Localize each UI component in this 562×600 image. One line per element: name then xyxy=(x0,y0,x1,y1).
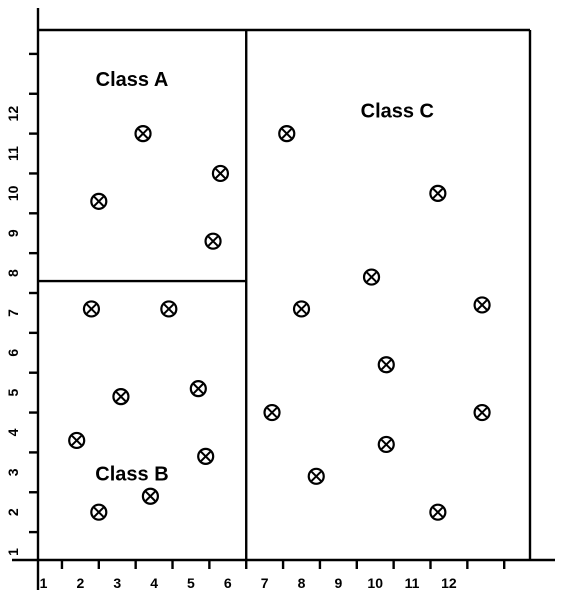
x-tick-label: 5 xyxy=(187,575,195,591)
annotations-group: Class A Class B Class C xyxy=(95,69,434,486)
data-point-class-a xyxy=(204,232,222,250)
x-tick-label: 8 xyxy=(298,575,306,591)
y-tick-label: 11 xyxy=(5,146,21,161)
data-point-class-c xyxy=(292,300,311,318)
data-point-class-c xyxy=(429,503,447,521)
annotation-class-b: Class B xyxy=(95,463,168,485)
data-point-class-c xyxy=(377,356,395,374)
annotation-class-a: Class A xyxy=(96,69,169,91)
x-tick-label: 10 xyxy=(367,575,383,591)
data-point-class-c xyxy=(278,125,296,143)
data-point-class-a xyxy=(134,125,152,143)
data-point-class-b xyxy=(160,300,178,318)
data-point-class-c xyxy=(473,403,491,422)
x-tick-label: 7 xyxy=(261,575,269,591)
x-tick-label: 2 xyxy=(76,575,84,591)
data-point-class-b xyxy=(197,447,215,465)
data-point-class-c xyxy=(362,268,381,286)
x-tick-label: 1 xyxy=(40,575,48,591)
y-tick-label: 1 xyxy=(5,548,21,556)
x-tick-label: 4 xyxy=(150,575,158,591)
data-point-class-c xyxy=(473,296,491,314)
data-point-class-a xyxy=(90,192,108,210)
y-tick-label: 2 xyxy=(5,508,21,516)
ticks-group xyxy=(29,52,506,569)
y-tick-label: 12 xyxy=(5,106,21,122)
data-point-class-a xyxy=(211,164,230,183)
x-tick-label: 12 xyxy=(441,575,457,591)
data-point-class-b xyxy=(112,388,130,406)
y-tick-label: 7 xyxy=(5,309,21,317)
y-tick-label: 6 xyxy=(5,349,21,357)
points-group xyxy=(68,125,491,521)
y-tick-label: 8 xyxy=(5,269,21,277)
data-point-class-b xyxy=(90,503,108,521)
data-point-class-c xyxy=(263,403,281,422)
y-tick-label: 9 xyxy=(5,229,21,237)
data-point-class-b xyxy=(68,431,86,450)
region-lines-group xyxy=(38,28,532,560)
data-point-class-b xyxy=(82,300,101,318)
data-point-class-c xyxy=(377,435,395,454)
annotation-class-c: Class C xyxy=(361,101,434,123)
x-tick-label: 11 xyxy=(405,575,420,591)
y-tick-label: 5 xyxy=(5,389,21,397)
x-tick-label: 9 xyxy=(334,575,342,591)
x-tick-label: 3 xyxy=(113,575,121,591)
y-tick-label: 4 xyxy=(5,428,21,436)
data-point-class-c xyxy=(429,184,447,202)
axes-group xyxy=(12,8,555,590)
x-tick-label: 6 xyxy=(224,575,232,591)
y-tick-label: 3 xyxy=(5,468,21,476)
data-point-class-c xyxy=(307,467,325,485)
data-point-class-b xyxy=(141,487,160,505)
data-point-class-b xyxy=(189,380,207,398)
y-tick-label: 10 xyxy=(5,185,21,201)
